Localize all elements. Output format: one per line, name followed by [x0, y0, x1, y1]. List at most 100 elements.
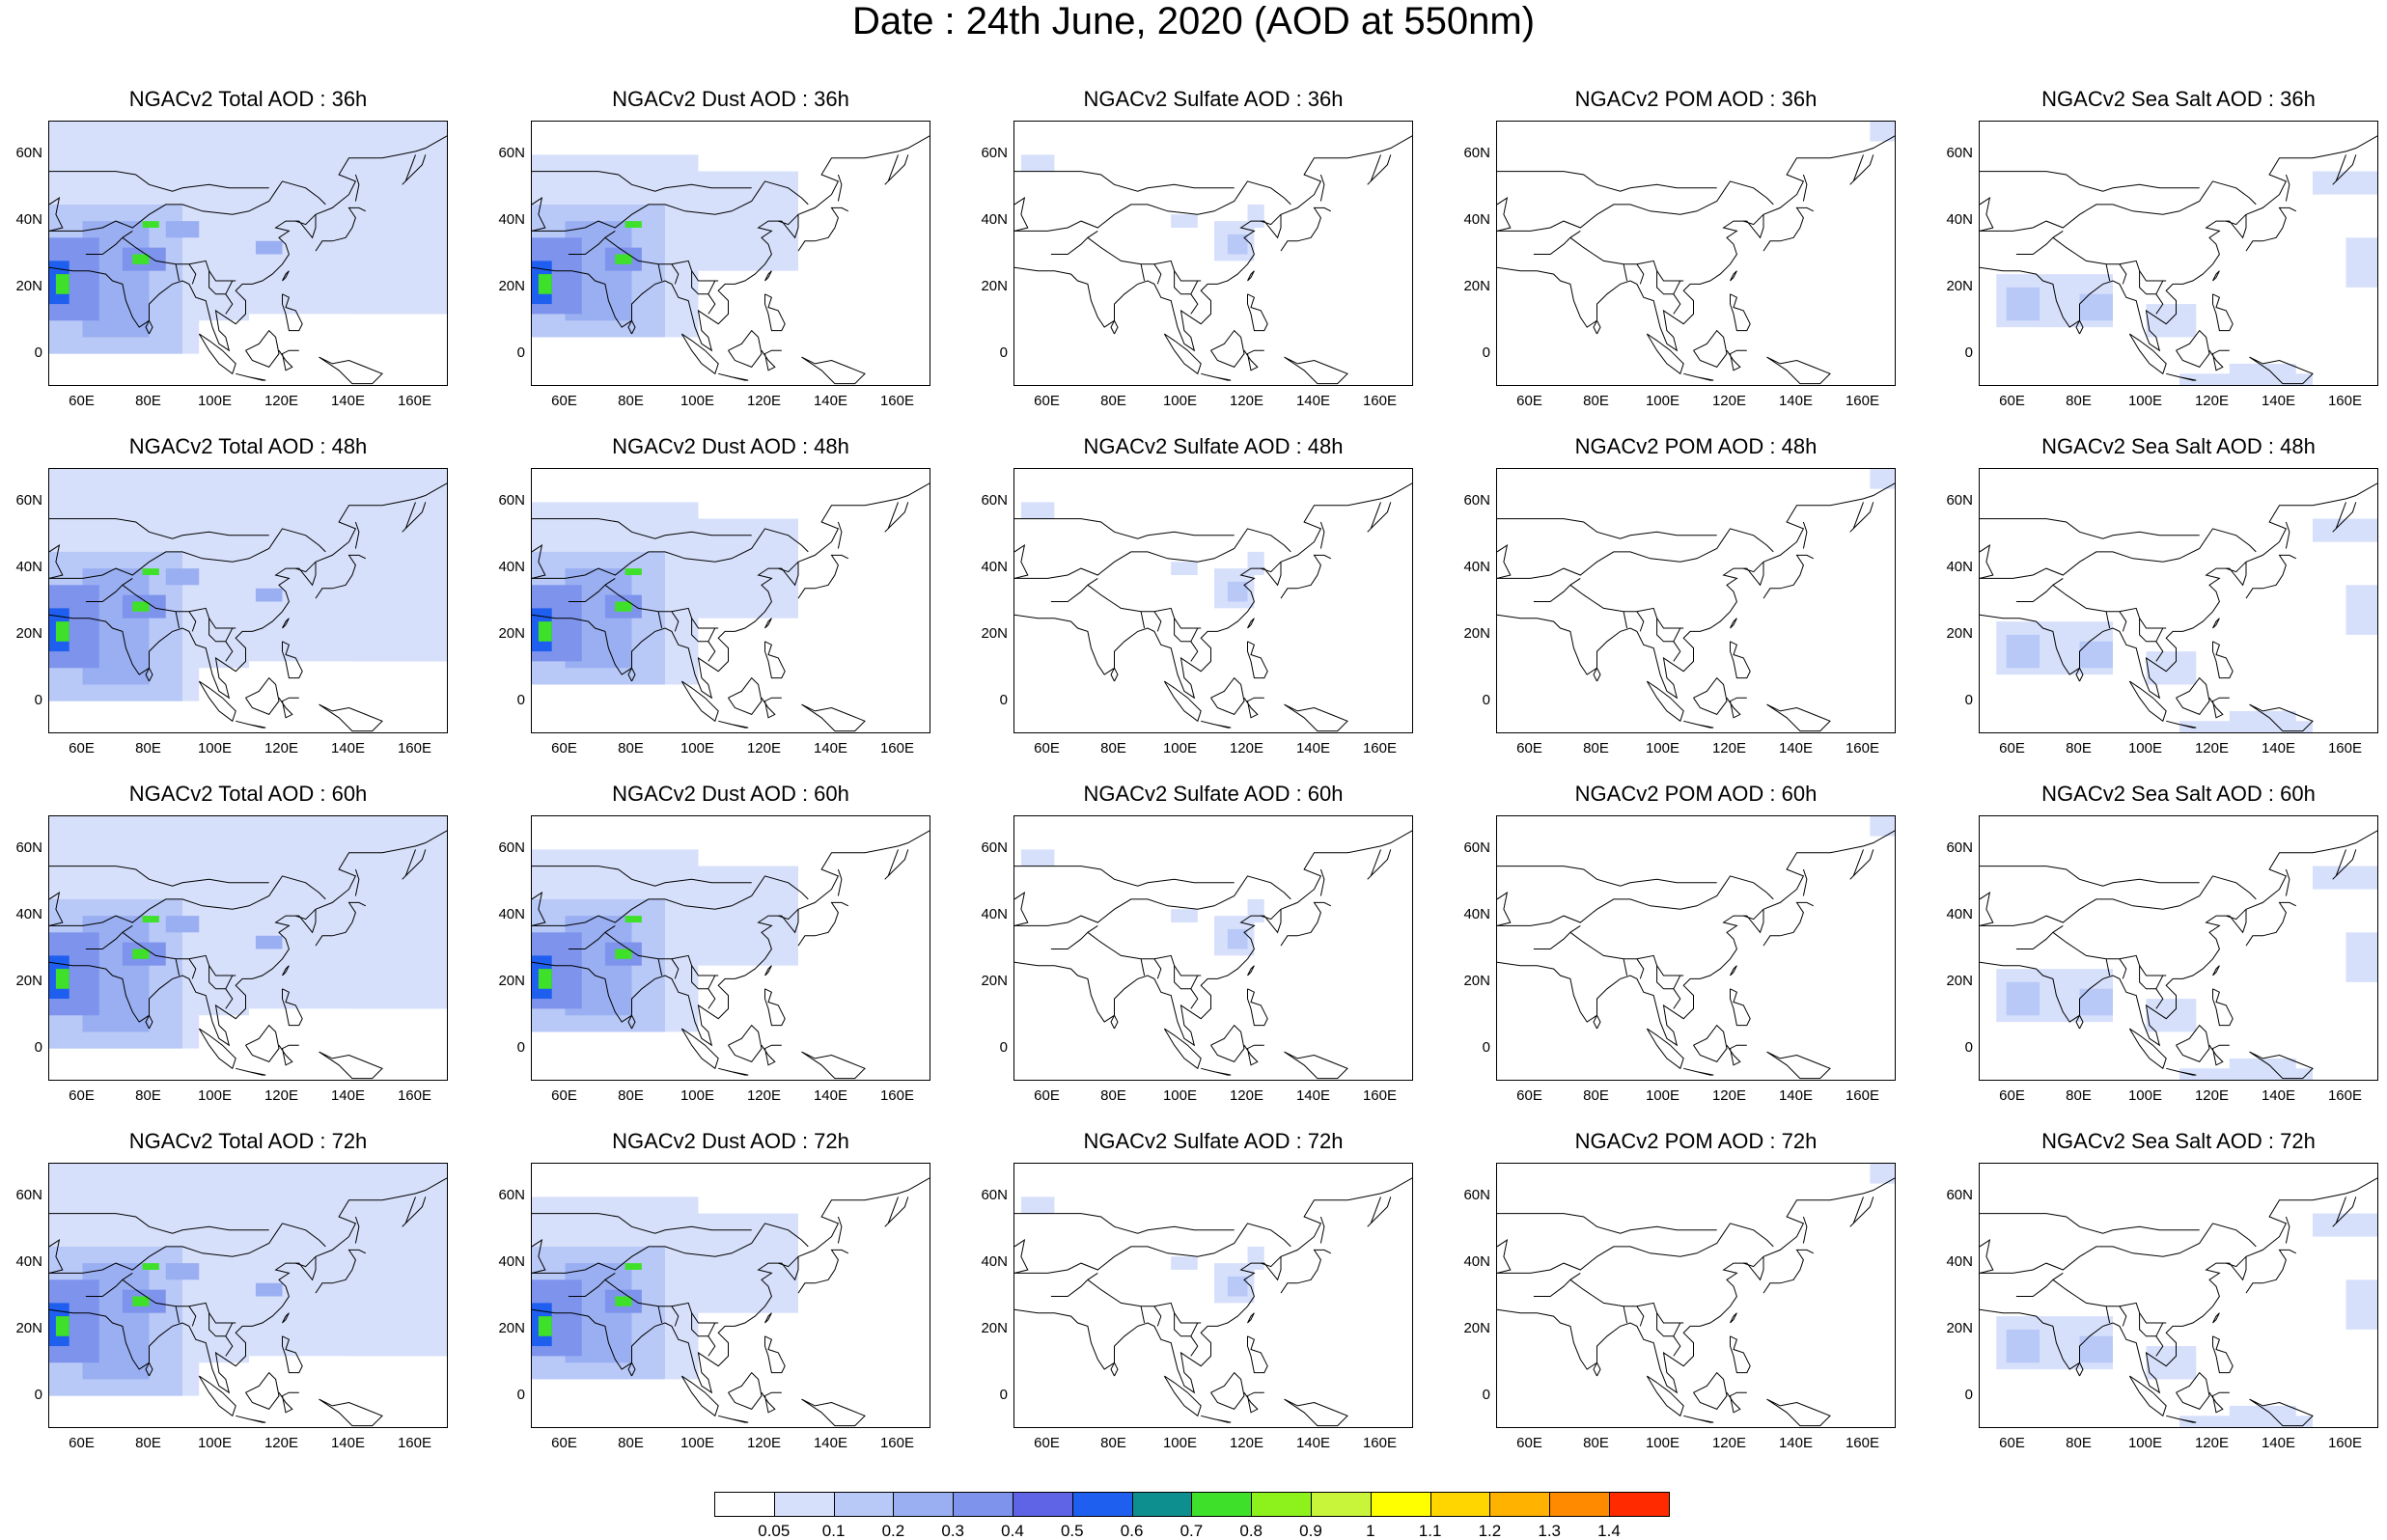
- lon-tick-label: 60E: [69, 740, 95, 756]
- lat-tick-label: 0: [516, 691, 525, 708]
- coastline: [49, 892, 64, 926]
- coastline: [1683, 1067, 1714, 1076]
- coastline: [568, 1272, 616, 1297]
- aod-shading: [1247, 551, 1264, 575]
- lon-tick-label: 160E: [879, 740, 915, 756]
- lon-tick-label: 140E: [813, 1087, 848, 1104]
- lon-tick-label: 60E: [1516, 740, 1542, 756]
- lon-tick-label: 80E: [618, 740, 644, 756]
- lat-tick-label: 40N: [1946, 211, 1973, 229]
- coastline: [315, 901, 367, 947]
- map-frame: [1496, 1163, 1896, 1428]
- coastline: [1190, 627, 1199, 643]
- coastline: [2332, 502, 2357, 533]
- coastline: [2119, 611, 2127, 632]
- lon-tick-label: 120E: [1229, 1435, 1264, 1451]
- lon-tick-label: 80E: [2066, 1435, 2092, 1451]
- aod-shading: [1247, 204, 1264, 228]
- coastline: [1497, 528, 1774, 579]
- aod-map: [1014, 135, 1412, 385]
- colorbar-cell: [893, 1492, 955, 1517]
- aod-shading: [142, 568, 159, 575]
- coastline: [708, 1322, 716, 1337]
- coastline: [2015, 577, 2064, 602]
- lon-tick-label: 100E: [197, 740, 233, 756]
- panel-title: NGACv2 Sea Salt AOD : 60h: [2041, 782, 2316, 806]
- coastline: [1319, 521, 1325, 549]
- aod-shading: [538, 1316, 552, 1336]
- aod-shading: [698, 684, 798, 732]
- coastline: [627, 1361, 636, 1377]
- coastline: [691, 270, 716, 315]
- coastline: [295, 908, 317, 921]
- aod-shading: [2079, 1335, 2113, 1363]
- coastline: [208, 1312, 234, 1357]
- coastline: [1849, 1196, 1874, 1227]
- coastline: [1569, 931, 1684, 976]
- lat-tick-label: 40N: [1463, 906, 1490, 923]
- map-panel: NGACv2 Total AOD : 36h 60N 40N 20N 0 60E 80E 10…: [15, 87, 448, 409]
- coastline: [1673, 280, 1681, 295]
- aod-map: [1014, 1177, 1412, 1427]
- lon-tick-label: 100E: [680, 740, 715, 756]
- map-frame: [48, 1163, 448, 1428]
- coastline: [2226, 561, 2247, 573]
- coastline: [1646, 1028, 1684, 1070]
- coastline: [404, 502, 416, 530]
- coastline: [1247, 641, 1268, 679]
- colorbar-cell: [1131, 1492, 1193, 1517]
- coastline: [1762, 206, 1815, 252]
- aod-shading: [1870, 122, 1895, 142]
- aod-shading: [1247, 1246, 1264, 1270]
- coastline: [402, 1196, 427, 1227]
- lon-tick-label: 60E: [1999, 393, 2025, 409]
- lon-tick-label: 80E: [1583, 1435, 1609, 1451]
- lon-tick-label: 120E: [1711, 1087, 1747, 1104]
- coastline: [761, 1391, 782, 1414]
- aod-shading: [348, 1263, 447, 1357]
- map-panel: NGACv2 POM AOD : 60h 60N 40N 20N 0 60E 80E 100E…: [1463, 782, 1896, 1104]
- coastline: [188, 1306, 197, 1327]
- coastline: [778, 561, 799, 573]
- coastline: [1497, 892, 1512, 926]
- lon-tick-label: 160E: [1362, 740, 1398, 756]
- coastline: [2335, 1196, 2346, 1224]
- lon-tick-label: 160E: [397, 393, 432, 409]
- coastline: [354, 1216, 360, 1244]
- lat-tick-label: 20N: [498, 1319, 525, 1336]
- lat-tick-label: 60N: [15, 839, 42, 857]
- map-frame: [48, 121, 448, 386]
- colorbar-cell: [1489, 1492, 1551, 1517]
- coastline: [2139, 270, 2164, 315]
- coastline: [1730, 641, 1751, 679]
- coastline: [1280, 206, 1332, 252]
- coastline: [797, 554, 849, 599]
- coastline: [884, 154, 909, 185]
- lon-tick-label: 80E: [1583, 1087, 1609, 1104]
- coastline: [1852, 502, 1864, 530]
- coastline: [1533, 1272, 1581, 1297]
- coastline: [145, 667, 153, 682]
- colorbar-label: 1.2: [1478, 1522, 1502, 1540]
- coastline: [1762, 901, 1815, 947]
- coastline: [2176, 676, 2210, 716]
- aod-shading: [165, 1263, 200, 1280]
- coastline: [2226, 213, 2247, 226]
- coastline: [2285, 1216, 2290, 1244]
- aod-shading: [255, 935, 283, 949]
- map-frame: [1013, 468, 1413, 733]
- lat-tick-label: 60N: [1946, 839, 1973, 857]
- map-frame: [1013, 815, 1413, 1081]
- lon-tick-label: 160E: [1845, 1435, 1880, 1451]
- lon-tick-label: 160E: [1845, 393, 1880, 409]
- lat-tick-label: 20N: [1463, 972, 1490, 989]
- aod-shading: [132, 949, 150, 959]
- lat-tick-label: 20N: [981, 624, 1008, 642]
- coastline: [1497, 171, 1717, 192]
- aod-shading: [255, 588, 283, 602]
- coastline: [2166, 720, 2197, 729]
- coastline: [1673, 975, 1681, 990]
- lon-tick-label: 140E: [1295, 740, 1331, 756]
- coastline: [1852, 849, 1864, 877]
- coastline: [49, 197, 64, 232]
